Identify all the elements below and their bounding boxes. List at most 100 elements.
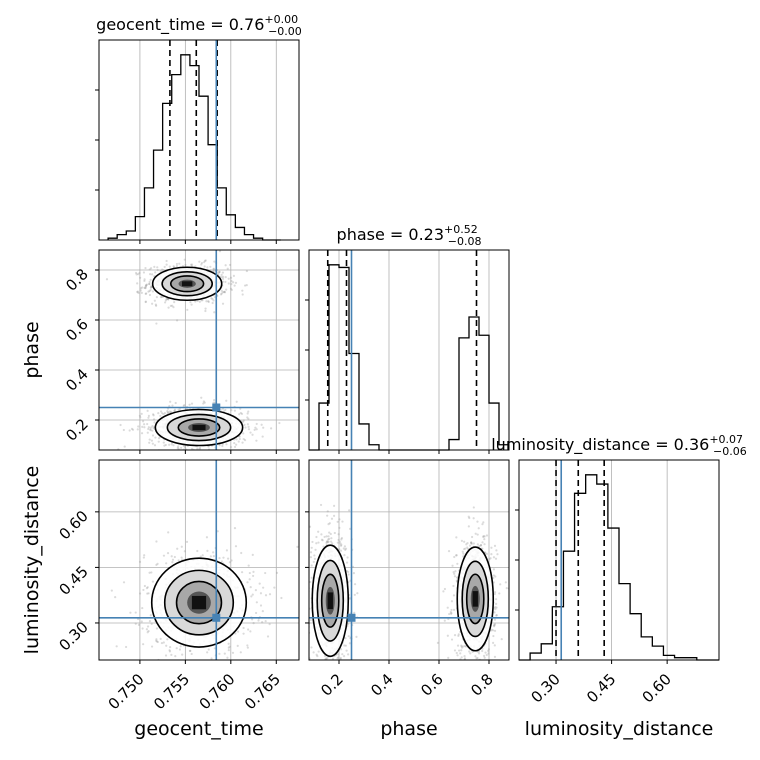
sample-point bbox=[340, 543, 343, 546]
sample-point bbox=[252, 570, 255, 573]
sample-point bbox=[260, 423, 263, 426]
sample-point bbox=[159, 637, 162, 640]
sample-point bbox=[306, 605, 308, 607]
sample-point bbox=[488, 558, 491, 561]
histogram-geocent_time bbox=[107, 54, 281, 241]
sample-point bbox=[304, 610, 306, 612]
sample-point bbox=[212, 299, 215, 302]
sample-point bbox=[150, 439, 154, 442]
sample-point bbox=[450, 612, 453, 615]
sample-point bbox=[206, 651, 209, 654]
sample-point bbox=[137, 623, 140, 626]
sample-point bbox=[159, 414, 162, 417]
sample-point bbox=[194, 300, 197, 303]
sample-point bbox=[452, 594, 456, 597]
sample-point bbox=[234, 281, 238, 284]
sample-point bbox=[156, 269, 159, 272]
sample-point bbox=[463, 547, 466, 551]
sample-point bbox=[301, 626, 303, 628]
sample-point bbox=[144, 286, 147, 289]
sample-point bbox=[460, 646, 464, 649]
sample-point bbox=[337, 533, 340, 536]
sample-point bbox=[495, 606, 498, 609]
sample-point bbox=[344, 644, 347, 647]
sample-point bbox=[233, 284, 236, 287]
sample-point bbox=[343, 545, 347, 548]
sample-point bbox=[129, 611, 132, 614]
contour-line bbox=[151, 266, 223, 302]
sample-point bbox=[123, 445, 126, 448]
sample-point bbox=[238, 435, 241, 438]
sample-point bbox=[339, 544, 343, 547]
sample-point bbox=[213, 452, 215, 454]
sample-point bbox=[151, 425, 154, 428]
sample-point bbox=[198, 447, 201, 450]
sample-point bbox=[142, 556, 145, 559]
contour-line bbox=[163, 569, 235, 636]
sample-point bbox=[244, 426, 247, 429]
sample-point bbox=[165, 297, 168, 301]
sample-point bbox=[461, 673, 463, 675]
sample-point bbox=[309, 618, 312, 622]
sample-point bbox=[270, 427, 273, 430]
sample-point bbox=[312, 560, 315, 564]
sample-point bbox=[226, 267, 229, 270]
sample-point bbox=[493, 591, 497, 594]
sample-point bbox=[176, 319, 179, 322]
sample-point bbox=[221, 444, 224, 448]
sample-point bbox=[340, 712, 342, 714]
sample-point bbox=[235, 452, 237, 454]
sample-point bbox=[222, 275, 225, 278]
sample-point bbox=[225, 288, 228, 291]
sample-point bbox=[162, 641, 165, 644]
sample-point bbox=[220, 289, 223, 292]
sample-point bbox=[454, 570, 457, 573]
sample-point bbox=[495, 613, 498, 617]
sample-point bbox=[153, 299, 156, 302]
sample-point bbox=[482, 521, 485, 524]
sample-point bbox=[475, 657, 478, 660]
sample-point bbox=[175, 264, 179, 268]
sample-point bbox=[490, 546, 493, 549]
sample-point bbox=[495, 598, 498, 601]
sample-point bbox=[143, 584, 146, 588]
sample-point bbox=[481, 649, 484, 653]
sample-point bbox=[144, 300, 147, 303]
sample-point bbox=[167, 306, 170, 309]
sample-point bbox=[242, 632, 245, 635]
sample-point bbox=[119, 423, 122, 427]
sample-point bbox=[234, 545, 238, 548]
sample-point bbox=[336, 653, 339, 656]
sample-point bbox=[356, 666, 358, 668]
y-tick-label: 0.6 bbox=[62, 315, 92, 345]
sample-point bbox=[238, 437, 241, 441]
sample-point bbox=[493, 644, 496, 647]
sample-point bbox=[495, 679, 497, 681]
x-tick-label: 0.4 bbox=[367, 670, 397, 700]
sample-point bbox=[324, 667, 326, 669]
sample-point bbox=[173, 408, 177, 411]
sample-point bbox=[453, 555, 456, 559]
sample-point bbox=[155, 638, 158, 641]
sample-point bbox=[336, 541, 339, 544]
sample-point bbox=[189, 301, 192, 304]
sample-point bbox=[275, 571, 279, 574]
sample-point bbox=[456, 576, 459, 579]
sample-point bbox=[262, 426, 265, 429]
sample-point bbox=[230, 283, 233, 286]
x-tick-label: 0.6 bbox=[417, 670, 447, 700]
sample-point bbox=[317, 650, 320, 653]
sample-point bbox=[190, 652, 193, 656]
sample-point bbox=[141, 606, 144, 610]
contour-line bbox=[161, 270, 214, 297]
sample-point bbox=[168, 649, 171, 652]
sample-point bbox=[339, 542, 342, 545]
sample-point bbox=[310, 646, 313, 649]
sample-point bbox=[252, 574, 255, 578]
sample-point bbox=[136, 428, 139, 431]
sample-point bbox=[144, 284, 148, 287]
sample-point bbox=[176, 446, 179, 450]
sample-point bbox=[268, 593, 272, 596]
sample-point bbox=[342, 655, 346, 658]
sample-point bbox=[326, 540, 329, 543]
